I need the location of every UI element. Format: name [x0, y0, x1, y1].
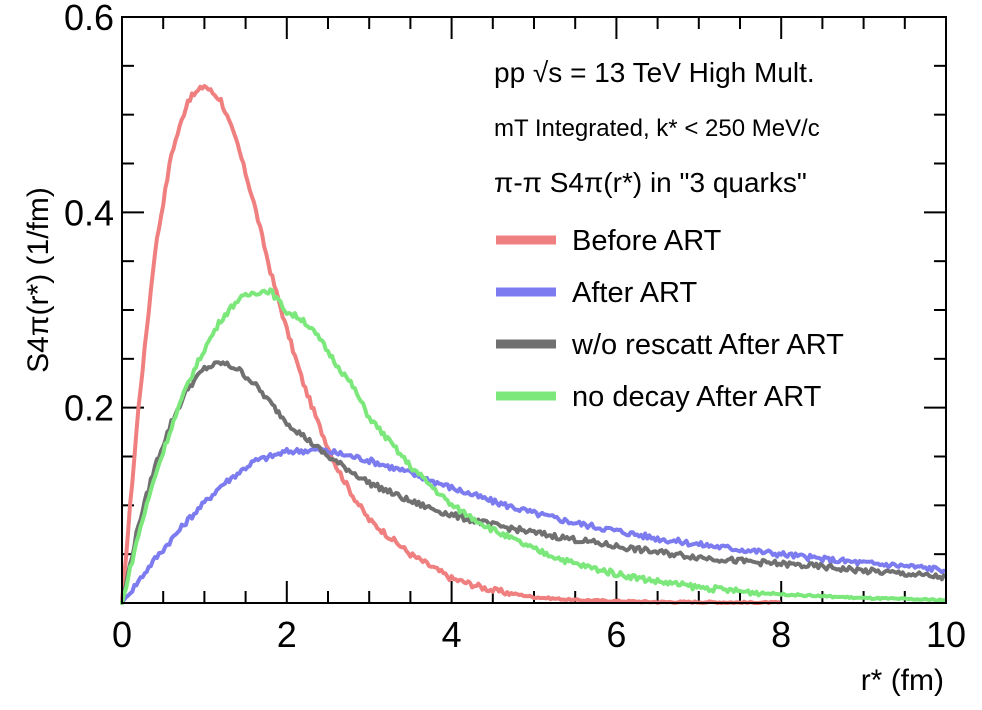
legend-label: no decay After ART — [572, 381, 822, 413]
x-tick-label: 2 — [277, 614, 297, 655]
annotation-collision-system: pp √s = 13 TeV High Mult. — [494, 57, 815, 88]
x-tick-label: 0 — [112, 614, 132, 655]
legend: Before ART After ART w/o rescatt After ART… — [496, 225, 844, 413]
y-axis-title: S4π(r*) (1/fm) — [22, 187, 55, 373]
y-tick-label: 0.4 — [64, 192, 114, 233]
x-tick-label: 4 — [442, 614, 462, 655]
x-tick-label: 10 — [926, 614, 966, 655]
x-tick-label: 6 — [606, 614, 626, 655]
annotation-kinematics: mT Integrated, k* < 250 MeV/c — [494, 115, 820, 142]
series-line-w-o-rescatt-after-art — [120, 360, 946, 605]
tick-label-layer: 0 2 4 6 8 10 0.2 0.4 0.6 — [64, 0, 966, 655]
x-tick-label: 8 — [771, 614, 791, 655]
series-line-before-art — [120, 84, 782, 605]
series-layer — [120, 84, 946, 605]
series-line-after-art — [120, 445, 946, 605]
legend-label: w/o rescatt After ART — [571, 329, 844, 361]
y-tick-label: 0.6 — [64, 0, 114, 38]
legend-label: Before ART — [572, 225, 722, 257]
series-line-no-decay-after-art — [120, 287, 946, 605]
plot-frame — [121, 16, 947, 604]
x-axis-title: r* (fm) — [861, 664, 944, 697]
tick-layer — [121, 16, 947, 604]
y-tick-label: 0.2 — [64, 388, 114, 429]
annotation-source-label: π-π S4π(r*) in "3 quarks" — [494, 167, 807, 198]
legend-label: After ART — [572, 277, 697, 309]
